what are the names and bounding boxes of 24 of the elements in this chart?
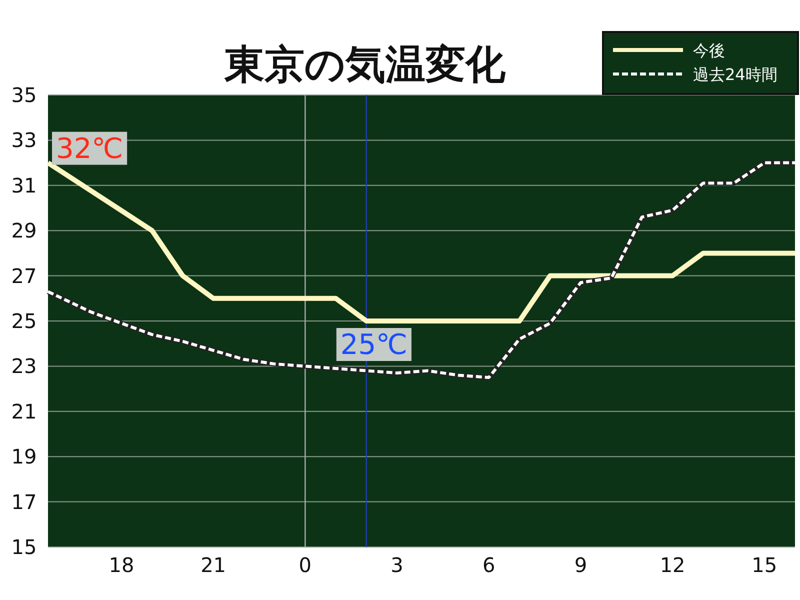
y-tick-label: 17 [11, 490, 37, 514]
y-tick-label: 21 [11, 399, 37, 424]
x-tick-label: 0 [298, 553, 312, 577]
y-tick-label: 15 [11, 535, 37, 559]
y-tick-label: 27 [11, 264, 37, 288]
y-tick-label: 31 [11, 173, 37, 198]
chart-title: 東京の気温変化 [224, 42, 506, 88]
legend-label: 今後 [693, 41, 725, 60]
x-tick-label: 9 [574, 553, 588, 577]
y-tick-label: 29 [11, 218, 37, 243]
x-tick-label: 3 [390, 553, 404, 577]
y-tick-label: 23 [11, 354, 37, 378]
y-tick-label: 25 [11, 309, 37, 333]
annotation: 25℃ [340, 328, 408, 361]
x-tick-label: 21 [200, 553, 226, 577]
x-tick-label: 6 [482, 553, 496, 577]
x-tick-label: 12 [660, 553, 686, 577]
annotation: 32℃ [56, 132, 124, 165]
y-tick-label: 35 [11, 83, 37, 107]
y-tick-label: 19 [11, 444, 37, 469]
y-tick-label: 33 [11, 128, 37, 152]
x-tick-label: 18 [108, 553, 134, 577]
legend-label: 過去24時間 [693, 65, 778, 84]
x-tick-label: 15 [752, 553, 778, 577]
